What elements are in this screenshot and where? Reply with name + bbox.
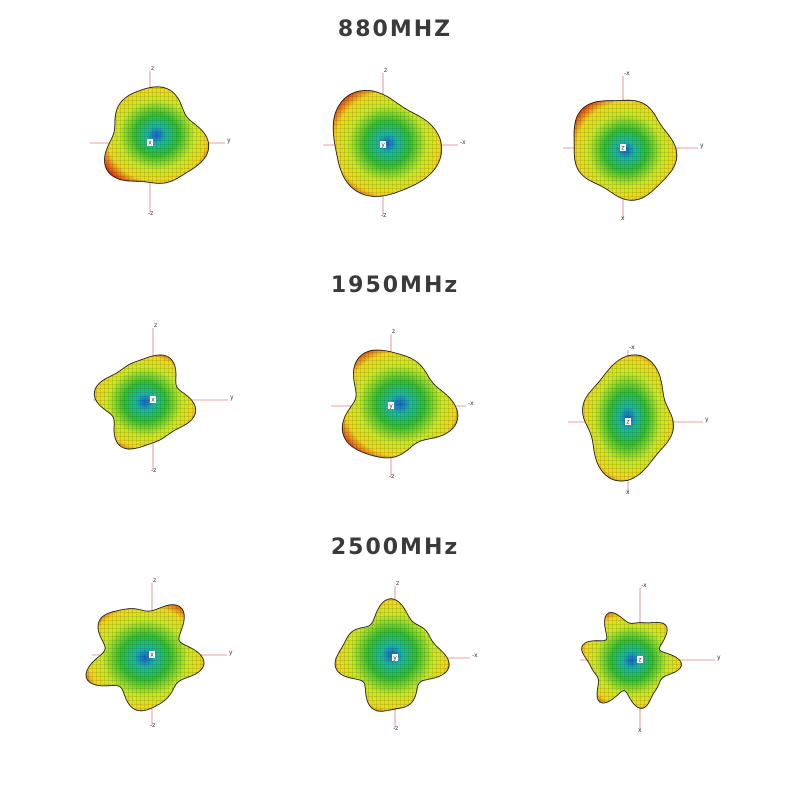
- axis-label: z: [621, 145, 624, 152]
- axis-label: y: [705, 416, 709, 423]
- radiation-pattern: z -x y x: [563, 70, 704, 222]
- radiation-pattern: y z -x -z: [334, 580, 478, 732]
- axis-label: x: [148, 140, 152, 147]
- radiation-pattern: y z -x -z: [323, 67, 466, 219]
- axis-label: z: [151, 65, 154, 72]
- axis-label: y: [229, 649, 233, 656]
- axis-label: y: [700, 142, 704, 149]
- axis-label: y: [393, 655, 397, 662]
- section-title: 2500MHz: [331, 535, 459, 560]
- axis-label: x: [626, 489, 630, 496]
- axis-label: -x: [629, 344, 635, 351]
- axis-label: -x: [468, 400, 474, 407]
- axis-label: -x: [460, 139, 466, 146]
- axis-label: z: [392, 328, 395, 335]
- lobe-mesh: [104, 86, 209, 184]
- axis-label: z: [384, 67, 387, 74]
- radiation-pattern: z -x y x: [568, 344, 709, 496]
- center-box: [625, 418, 631, 425]
- axis-label: z: [153, 577, 156, 584]
- center-box: [620, 144, 626, 151]
- axis-label: x: [151, 397, 155, 404]
- axis-label: y: [381, 142, 385, 149]
- section-title: 1950MHz: [331, 273, 459, 298]
- radiation-pattern: x z y -z: [85, 577, 233, 729]
- axis-label: -z: [150, 722, 155, 729]
- radiation-pattern: x z y -z: [90, 65, 231, 217]
- axis-label: -x: [472, 652, 478, 659]
- center-box: [150, 396, 156, 403]
- lobe-mesh: [342, 350, 458, 458]
- lobe-mesh: [94, 354, 196, 450]
- center-box: [388, 402, 394, 409]
- center-box: [637, 656, 643, 663]
- center-box: [392, 654, 398, 661]
- axis-label: y: [717, 654, 721, 661]
- axis-label: x: [621, 215, 625, 222]
- radiation-pattern: x z y -z: [93, 322, 234, 474]
- axis-label: y: [389, 403, 393, 410]
- axis-label: z: [396, 580, 399, 587]
- axis-label: -z: [148, 210, 153, 217]
- center-box: [380, 141, 386, 148]
- axis-label: z: [638, 657, 641, 664]
- axis-label: -z: [151, 467, 156, 474]
- axis-label: z: [154, 322, 157, 329]
- lobe-mesh: [86, 604, 204, 711]
- axis-label: z: [626, 419, 629, 426]
- radiation-pattern: y z -x -z: [331, 328, 474, 480]
- lobe-mesh: [581, 612, 682, 709]
- axis-label: y: [230, 394, 234, 401]
- axis-label: -x: [624, 70, 630, 77]
- axis-label: x: [638, 727, 642, 734]
- axis-label: -z: [381, 212, 386, 219]
- axis-label: -z: [393, 725, 398, 732]
- axis-label: -z: [389, 473, 394, 480]
- axis-label: x: [150, 652, 154, 659]
- axis-label: y: [227, 137, 231, 144]
- center-box: [149, 651, 155, 658]
- lobe-mesh: [333, 90, 442, 197]
- center-box: [147, 139, 153, 146]
- radiation-pattern: z -x y x: [580, 582, 721, 734]
- section-title: 880MHZ: [338, 17, 452, 42]
- axis-label: -x: [641, 582, 647, 589]
